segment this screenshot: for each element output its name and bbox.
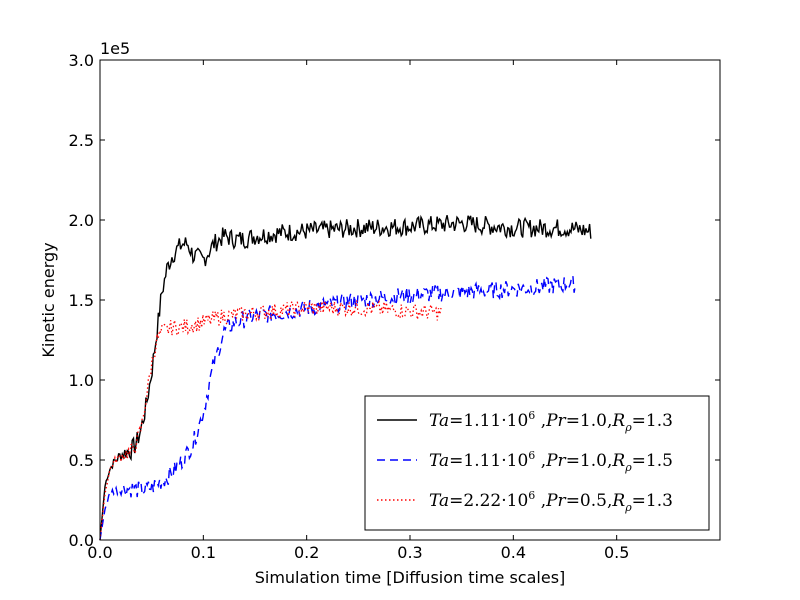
series-line-3 <box>99 298 442 541</box>
legend: Ta=1.11·106 ,Pr=1.0,Rρ=1.3 Ta=1.11·106 ,P… <box>364 395 710 531</box>
x-axis-label: Simulation time [Diffusion time scales] <box>255 568 566 587</box>
y-axis-label: Kinetic energy <box>39 242 58 357</box>
y-tick-label: 0.5 <box>69 451 94 470</box>
x-tick-label: 0.4 <box>501 543 526 562</box>
legend-entry-3: Ta=2.22·106 ,Pr=0.5,Rρ=1.3 <box>429 489 673 514</box>
x-tick-label: 0.1 <box>191 543 216 562</box>
y-axis: 0.0 0.5 1.0 1.5 2.0 2.5 3.0 <box>69 51 720 550</box>
y-tick-label: 2.0 <box>69 211 94 230</box>
series-layer <box>99 214 592 541</box>
series-line-1 <box>99 214 592 541</box>
series-line-2 <box>99 274 576 541</box>
y-tick-label: 1.5 <box>69 291 94 310</box>
y-tick-label: 2.5 <box>69 131 94 150</box>
x-tick-label: 0.2 <box>294 543 319 562</box>
legend-box <box>364 395 710 531</box>
y-tick-label: 0.0 <box>69 531 94 550</box>
legend-entry-2: Ta=1.11·106 ,Pr=1.0,Rρ=1.5 <box>429 449 673 474</box>
x-tick-label: 0.0 <box>87 543 112 562</box>
x-axis: 0.0 0.1 0.2 0.3 0.4 0.5 <box>87 60 629 562</box>
y-scale-note: 1e5 <box>100 39 130 58</box>
y-tick-label: 1.0 <box>69 371 94 390</box>
x-tick-label: 0.3 <box>397 543 422 562</box>
legend-entry-1: Ta=1.11·106 ,Pr=1.0,Rρ=1.3 <box>429 409 673 434</box>
y-tick-label: 3.0 <box>69 51 94 70</box>
x-tick-label: 0.5 <box>604 543 629 562</box>
